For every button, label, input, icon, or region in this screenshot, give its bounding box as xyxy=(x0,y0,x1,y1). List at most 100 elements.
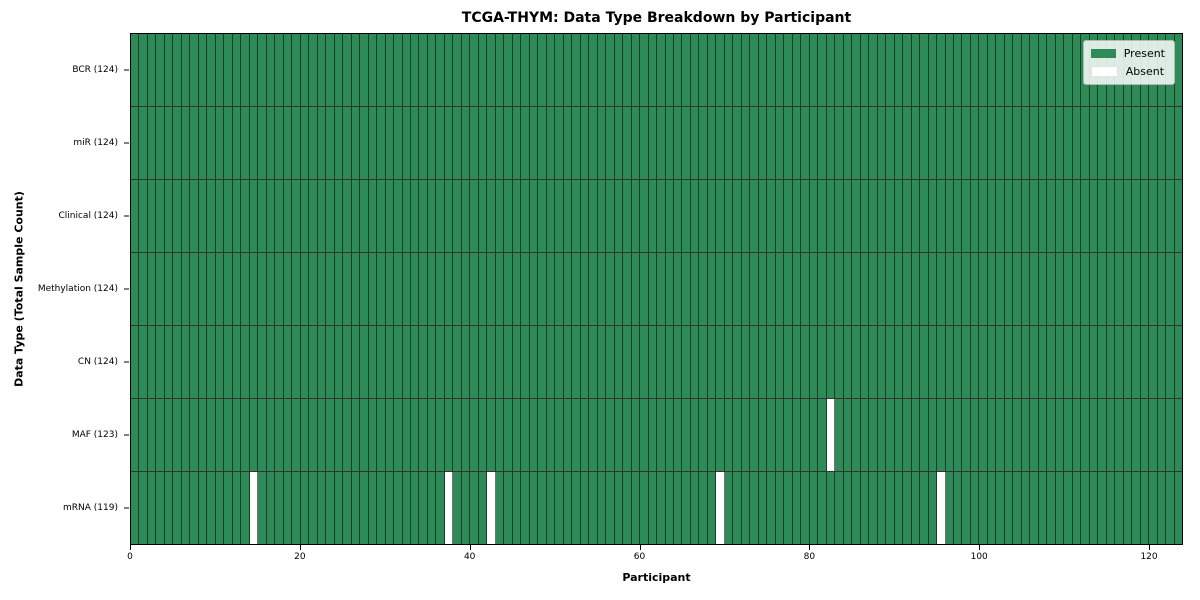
heatmap-cell xyxy=(470,34,479,106)
heatmap-cell xyxy=(555,253,564,325)
heatmap-cell xyxy=(674,472,683,544)
heatmap-cell xyxy=(1140,107,1150,179)
heatmap-cell xyxy=(631,399,641,471)
heatmap-cell xyxy=(453,326,462,398)
heatmap-cell xyxy=(1038,107,1048,179)
heatmap-cell xyxy=(733,326,742,398)
heatmap-cell xyxy=(402,399,411,471)
heatmap-cell xyxy=(894,107,904,179)
heatmap-cell xyxy=(597,180,607,252)
heatmap-cell xyxy=(190,34,199,106)
heatmap-cell xyxy=(385,180,395,252)
heatmap-cell xyxy=(495,180,505,252)
heatmap-cell xyxy=(317,472,327,544)
heatmap-cell xyxy=(164,107,174,179)
heatmap-cell xyxy=(198,399,208,471)
heatmap-cell xyxy=(207,399,216,471)
heatmap-cell xyxy=(937,180,946,252)
heatmap-cell xyxy=(1132,472,1141,544)
heatmap-cell xyxy=(1089,107,1099,179)
heatmap-cell xyxy=(869,326,878,398)
heatmap-cell xyxy=(835,180,844,252)
heatmap-cell xyxy=(266,399,276,471)
heatmap-cell xyxy=(1072,180,1082,252)
heatmap-cell xyxy=(300,472,310,544)
heatmap-cell xyxy=(996,107,1005,179)
heatmap-cell xyxy=(631,253,641,325)
heatmap-cell xyxy=(843,399,853,471)
heatmap-cell xyxy=(495,253,505,325)
heatmap-cell xyxy=(690,253,700,325)
heatmap-cell xyxy=(377,107,386,179)
heatmap-cell xyxy=(377,472,386,544)
heatmap-cell xyxy=(724,107,734,179)
heatmap-cell xyxy=(173,326,182,398)
heatmap-cell xyxy=(215,399,225,471)
heatmap-cell xyxy=(962,107,971,179)
heatmap-cell xyxy=(419,399,428,471)
heatmap-cell xyxy=(410,253,420,325)
heatmap-cell xyxy=(1132,326,1141,398)
heatmap-cell xyxy=(657,326,666,398)
heatmap-cell xyxy=(368,399,378,471)
heatmap-cell xyxy=(1038,472,1048,544)
heatmap-cell xyxy=(487,34,496,106)
heatmap-cell xyxy=(1123,107,1133,179)
heatmap-cell xyxy=(351,107,361,179)
heatmap-cell xyxy=(750,34,759,106)
heatmap-cell xyxy=(1047,253,1056,325)
heatmap-cell xyxy=(928,399,938,471)
heatmap-cell xyxy=(699,253,708,325)
heatmap-cell xyxy=(970,253,980,325)
heatmap-cell xyxy=(869,34,878,106)
heatmap-cell xyxy=(996,326,1005,398)
heatmap-cell xyxy=(1157,472,1167,544)
heatmap-cell xyxy=(427,180,437,252)
heatmap-cell xyxy=(538,326,547,398)
heatmap-cell xyxy=(1106,399,1116,471)
heatmap-cell xyxy=(911,326,921,398)
heatmap-cell xyxy=(283,34,293,106)
heatmap-cell xyxy=(877,399,887,471)
heatmap-cell xyxy=(775,399,785,471)
heatmap-cell xyxy=(937,34,946,106)
heatmap-cell xyxy=(139,180,148,252)
x-tick-mark xyxy=(809,545,811,550)
heatmap-cell xyxy=(190,253,199,325)
heatmap-cell xyxy=(572,253,581,325)
heatmap-cell xyxy=(970,180,980,252)
heatmap-cell xyxy=(487,399,496,471)
heatmap-cell xyxy=(716,399,725,471)
heatmap-cell xyxy=(945,180,954,252)
heatmap-cell xyxy=(232,253,242,325)
heatmap-cell xyxy=(970,326,980,398)
heatmap-cell xyxy=(606,253,615,325)
heatmap-cell xyxy=(444,253,454,325)
heatmap-cell xyxy=(920,180,929,252)
heatmap-cell xyxy=(410,472,420,544)
heatmap-cell xyxy=(453,34,462,106)
heatmap-cell xyxy=(351,180,361,252)
heatmap-cell xyxy=(283,107,293,179)
heatmap-cell xyxy=(640,34,649,106)
heatmap-cell xyxy=(758,107,768,179)
heatmap-cell xyxy=(741,253,751,325)
heatmap-cell xyxy=(1157,326,1167,398)
heatmap-cell xyxy=(996,253,1005,325)
y-axis: BCR (124) miR (124) Clinical (124) Methylat… xyxy=(0,33,130,545)
heatmap-cell xyxy=(665,472,674,544)
heatmap-cell xyxy=(249,399,259,471)
heatmap-cell xyxy=(1157,253,1167,325)
heatmap-cell xyxy=(970,107,980,179)
heatmap-cell xyxy=(1064,399,1073,471)
heatmap-cell xyxy=(1132,253,1141,325)
heatmap-cell xyxy=(487,107,496,179)
heatmap-cell xyxy=(326,253,335,325)
heatmap-cell xyxy=(385,399,395,471)
heatmap-cell xyxy=(792,107,802,179)
heatmap-row xyxy=(131,326,1183,399)
heatmap-cell xyxy=(589,253,598,325)
x-tick-label: 0 xyxy=(127,552,133,562)
heatmap-cell xyxy=(368,107,378,179)
heatmap-cell xyxy=(147,180,157,252)
